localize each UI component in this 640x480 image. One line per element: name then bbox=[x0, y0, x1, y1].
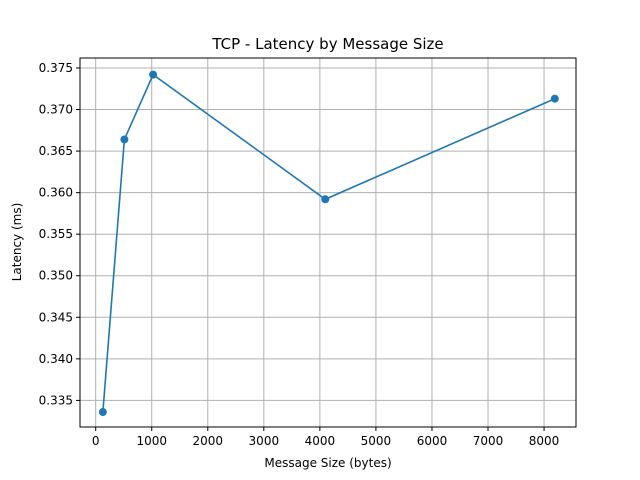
y-tick-label: 0.370 bbox=[39, 103, 73, 117]
y-tick-label: 0.375 bbox=[39, 61, 73, 75]
data-point bbox=[149, 70, 158, 79]
y-tick-label: 0.365 bbox=[39, 144, 73, 158]
y-tick-label: 0.340 bbox=[39, 352, 73, 366]
y-axis-title: Latency (ms) bbox=[10, 203, 24, 282]
y-tick-label: 0.360 bbox=[39, 186, 73, 200]
x-tick-label: 1000 bbox=[136, 434, 167, 448]
series-layer bbox=[98, 70, 559, 417]
plot-frame bbox=[79, 57, 577, 428]
data-point bbox=[98, 408, 107, 417]
y-tick-label: 0.350 bbox=[39, 269, 73, 283]
grid-lines bbox=[80, 58, 576, 427]
data-point bbox=[120, 135, 129, 144]
x-tick-label: 0 bbox=[92, 434, 100, 448]
x-tick-label: 4000 bbox=[305, 434, 336, 448]
data-point bbox=[321, 195, 330, 204]
chart-title: TCP - Latency by Message Size bbox=[211, 35, 443, 53]
x-tick-label: 3000 bbox=[249, 434, 280, 448]
x-tick-label: 7000 bbox=[473, 434, 504, 448]
x-tick-label: 2000 bbox=[193, 434, 224, 448]
y-tick-label: 0.345 bbox=[39, 310, 73, 324]
x-tick-label: 6000 bbox=[417, 434, 448, 448]
x-axis-title: Message Size (bytes) bbox=[264, 456, 391, 470]
y-tick-label: 0.335 bbox=[39, 393, 73, 407]
x-tick-label: 8000 bbox=[529, 434, 560, 448]
data-point bbox=[550, 94, 559, 103]
axis-ticks: 0 1000 2000 3000 4000 5000 6000 7000 8000 0.335 0.… bbox=[39, 61, 560, 448]
x-tick-label: 5000 bbox=[361, 434, 392, 448]
y-tick-label: 0.355 bbox=[39, 227, 73, 241]
